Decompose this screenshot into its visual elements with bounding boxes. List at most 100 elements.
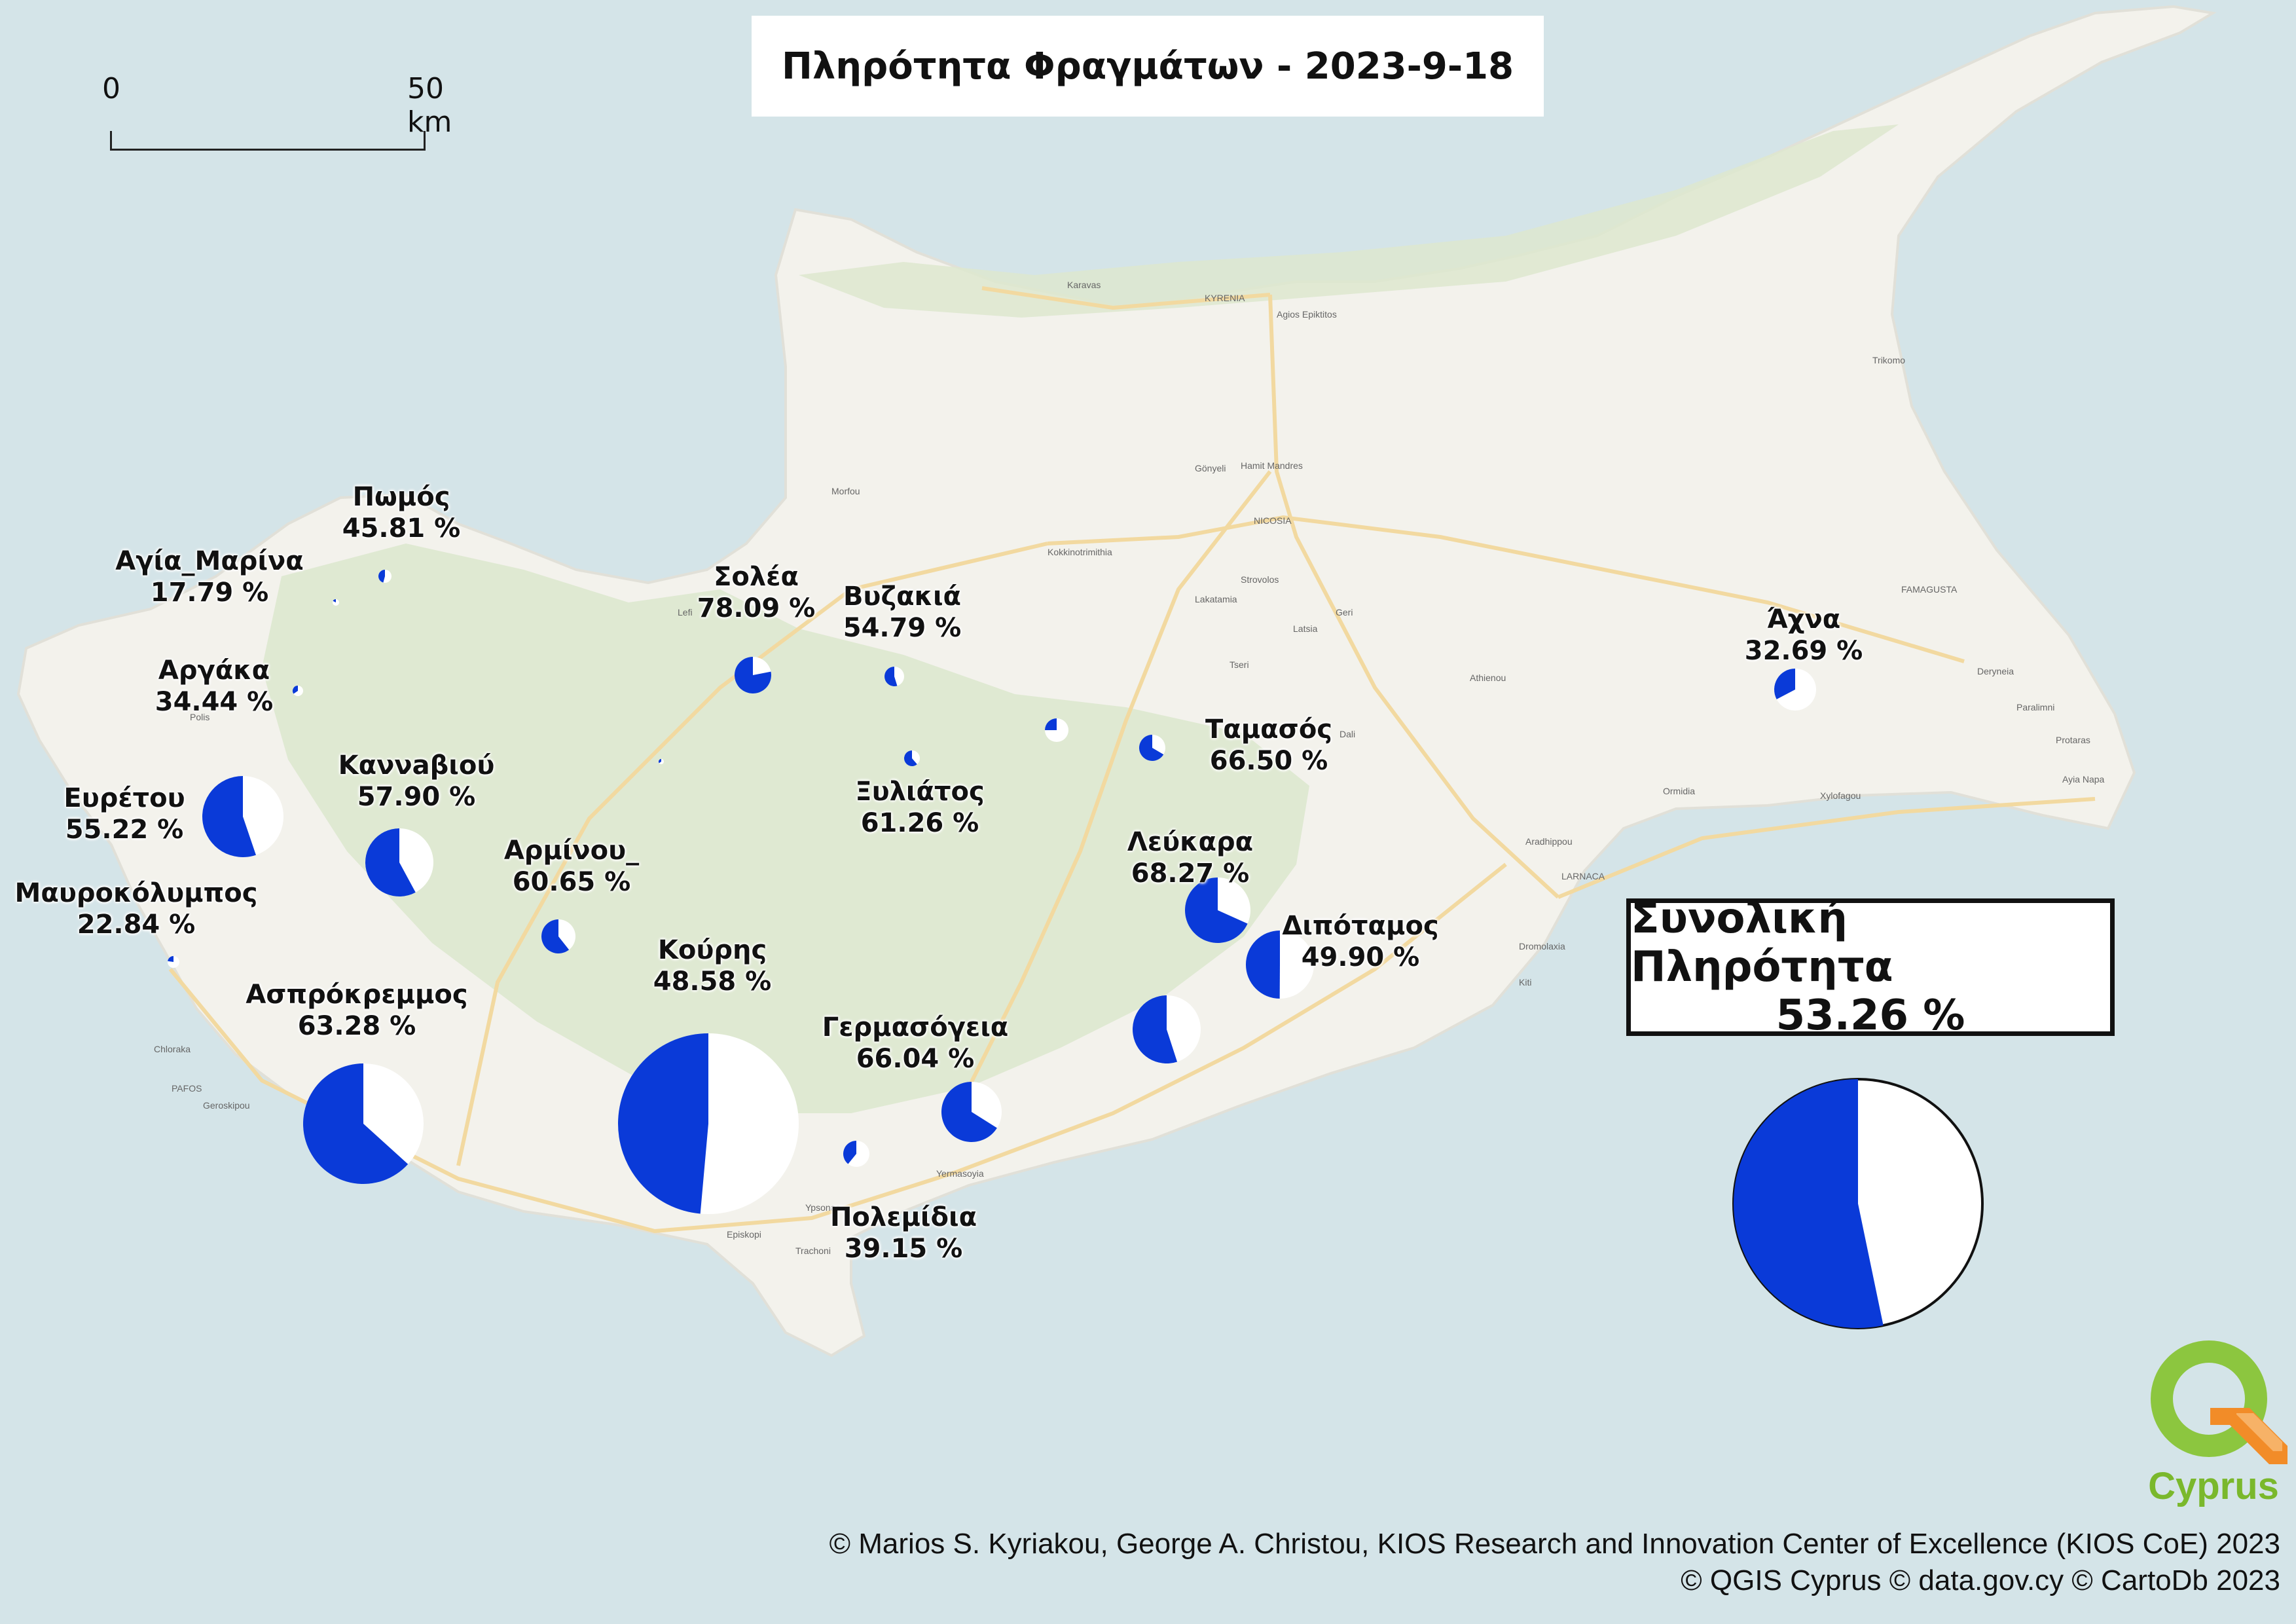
- place-name: Yermasoyia: [936, 1168, 984, 1179]
- dam-label: Αργάκα 34.44 %: [155, 655, 274, 718]
- logo-text: Cyprus: [2148, 1465, 2279, 1507]
- kyrenia-range-forest: [799, 124, 1899, 318]
- place-name: Hamit Mandres: [1241, 460, 1303, 471]
- scale-end-label: 50 km: [407, 72, 452, 139]
- place-name: Gönyeli: [1195, 463, 1226, 473]
- qgis-logo-icon: [2151, 1340, 2287, 1464]
- place-name: Kokkinotrimithia: [1048, 547, 1112, 557]
- dam-name: Βυζακιά: [843, 581, 962, 612]
- dam-percent: 57.90 %: [357, 782, 476, 812]
- dam-percent: 22.84 %: [77, 910, 196, 940]
- dam-percent: 49.90 %: [1301, 942, 1420, 972]
- road: [1268, 294, 1560, 899]
- pie-filled-part: [658, 759, 661, 764]
- dam-label: Ασπρόκρεμμος 63.28 %: [246, 979, 467, 1042]
- pie-filled-part: [1774, 669, 1795, 699]
- dam-name: Ασπρόκρεμμος: [246, 980, 468, 1010]
- place-name: KYRENIA: [1205, 293, 1245, 303]
- pie-filled-part: [1139, 735, 1164, 761]
- pie-filled-part: [333, 599, 336, 602]
- dam-percent: 78.09 %: [697, 593, 816, 623]
- pie-filled-part: [884, 667, 898, 686]
- place-name: Karavas: [1067, 280, 1101, 290]
- dam-percent: 66.04 %: [856, 1044, 975, 1074]
- dam-label: Πολεμίδια 39.15 %: [830, 1202, 977, 1264]
- pie-filled-part: [168, 956, 173, 962]
- dam-label: Βυζακιά 54.79 %: [843, 581, 962, 644]
- dam-pie: [1774, 669, 1816, 710]
- dam-percent: 60.65 %: [512, 867, 631, 897]
- dam-percent: 63.28 %: [297, 1011, 416, 1041]
- dam-pie-unlabeled: [658, 759, 664, 764]
- pie-filled-part: [1133, 995, 1178, 1063]
- dam-name: Ταμασός: [1205, 714, 1333, 745]
- dam-name: Μαυροκόλυμπος: [14, 878, 258, 908]
- pie-filled-part: [303, 1063, 409, 1185]
- dam-percent: 61.26 %: [860, 808, 979, 838]
- place-name: Strovolos: [1241, 574, 1279, 585]
- dam-label: Κούρης 48.58 %: [653, 934, 772, 997]
- place-names: Karavas KYRENIA Agios Epiktitos Trikomo …: [154, 280, 2105, 1256]
- road: [1047, 515, 1965, 663]
- pie-filled-part: [904, 750, 917, 766]
- pie-filled-part: [1185, 877, 1248, 943]
- dam-label: Ταμασός 66.50 %: [1205, 714, 1332, 777]
- dam-pie: [618, 1033, 799, 1214]
- total-fill-percent: 53.26 %: [1776, 991, 1965, 1040]
- dam-percent: 17.79 %: [150, 578, 269, 608]
- dam-pie-unlabeled: [1045, 718, 1068, 742]
- dam-name: Καννaβιού: [338, 750, 495, 781]
- place-name: Ypsonas: [805, 1202, 840, 1213]
- place-name: Geri: [1336, 607, 1353, 618]
- place-name: FAMAGUSTA: [1901, 584, 1958, 595]
- dam-label: Αγία_Μαρίνα 17.79 %: [115, 545, 304, 608]
- dam-label: Γερμασόγεια 66.04 %: [822, 1012, 1009, 1075]
- dam-name: Αρμίνου_: [503, 836, 640, 866]
- dam-pie: [378, 570, 392, 583]
- dam-percent: 55.22 %: [65, 815, 184, 845]
- place-name: Aradhippou: [1525, 836, 1573, 847]
- place-name: Dali: [1339, 729, 1355, 739]
- pie-filled-part: [202, 776, 256, 858]
- scale-start-label: 0: [102, 72, 120, 105]
- place-name: Lefi: [678, 607, 693, 618]
- place-name: Tseri: [1230, 659, 1249, 670]
- road: [456, 542, 1048, 1166]
- pie-filled-part: [618, 1033, 708, 1214]
- total-fill-label: Συνολική Πληρότητα: [1631, 895, 1893, 991]
- total-fill-box: Συνολική Πληρότητα 53.26 %: [1626, 895, 2115, 1040]
- place-name: Ormidia: [1663, 786, 1695, 796]
- pie-filled-part: [843, 1141, 856, 1164]
- pie-filled-part: [1734, 1079, 1884, 1328]
- dam-pie: [1245, 931, 1314, 999]
- dam-pie: [333, 599, 339, 606]
- dam-name: Ευρέτου: [64, 783, 185, 813]
- place-name: NICOSIA: [1254, 515, 1292, 526]
- pie-filled-part: [1245, 931, 1280, 999]
- place-name: Ayia Napa: [2062, 774, 2105, 784]
- scale-bar: 0 50 km: [98, 72, 452, 157]
- pie-filled-part: [1045, 718, 1057, 730]
- place-name: Chloraka: [154, 1044, 191, 1054]
- place-name: Episkopi: [727, 1229, 761, 1240]
- dam-percent: 54.79 %: [843, 613, 962, 643]
- dam-label: Πωμός 45.81 %: [342, 481, 461, 544]
- dam-label: Μαυροκόλυμπος 22.84 %: [15, 877, 258, 940]
- place-name: Paralimni: [2016, 702, 2054, 712]
- dam-pie: [1185, 877, 1250, 943]
- dam-pie: [293, 686, 303, 696]
- place-name: LARNACA: [1561, 871, 1605, 881]
- dam-name: Λεύκαρα: [1127, 827, 1254, 857]
- dam-percent: 66.50 %: [1209, 746, 1328, 776]
- dam-name: Ξυλιάτος: [855, 777, 985, 807]
- dam-pie: [904, 750, 920, 766]
- dam-name: Διπόταμος: [1282, 911, 1439, 941]
- place-name: Kiti: [1519, 977, 1531, 987]
- troodos-forest: [262, 544, 1309, 1113]
- dam-label: Αρμίνου_ 60.65 %: [504, 835, 639, 898]
- scale-line: [110, 131, 426, 151]
- place-name: Xylofagou: [1820, 790, 1861, 801]
- place-name: Polis: [190, 712, 210, 722]
- place-name: Athienou: [1470, 673, 1506, 683]
- pie-filled-part: [293, 686, 298, 694]
